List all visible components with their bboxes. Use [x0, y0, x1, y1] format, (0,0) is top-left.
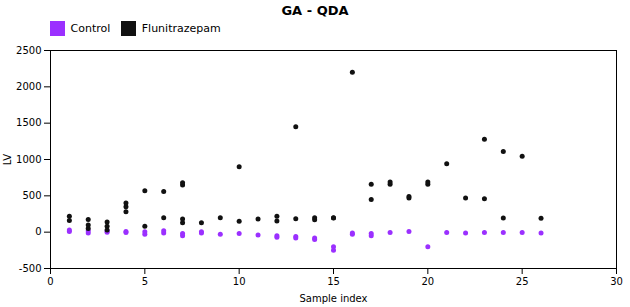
- svg-text:-500: -500: [19, 263, 42, 274]
- svg-text:20: 20: [421, 276, 434, 287]
- svg-text:LV: LV: [2, 154, 13, 165]
- svg-text:10: 10: [233, 276, 246, 287]
- svg-text:25: 25: [516, 276, 529, 287]
- html-text:Control: Control: [70, 21, 111, 35]
- svg-text:1500: 1500: [16, 117, 41, 128]
- html-text:GA - QDA: GA - QDA: [281, 3, 349, 18]
- svg-text:1000: 1000: [16, 154, 41, 165]
- svg-text:30: 30: [610, 276, 623, 287]
- svg-text:5: 5: [142, 276, 148, 287]
- svg-text:0: 0: [35, 226, 41, 237]
- svg-text:2500: 2500: [16, 45, 41, 56]
- svg-text:2000: 2000: [16, 81, 41, 92]
- html-text:Flunitrazepam: Flunitrazepam: [141, 21, 221, 35]
- svg-text:15: 15: [327, 276, 340, 287]
- svg-text:500: 500: [22, 190, 41, 201]
- svg-text:Sample index: Sample index: [299, 293, 367, 304]
- svg-text:0: 0: [47, 276, 53, 287]
